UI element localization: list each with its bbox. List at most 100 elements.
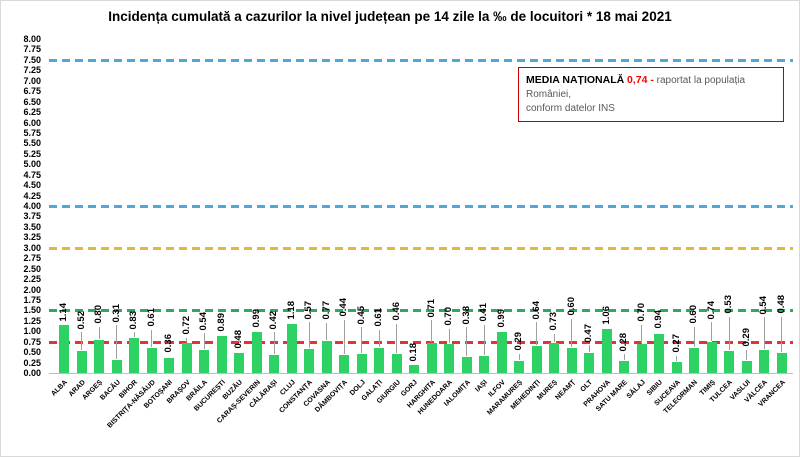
y-tick-label: 1.75 (23, 294, 41, 305)
y-tick-label: 5.50 (23, 138, 41, 149)
leader-line (781, 316, 783, 352)
leader-line (588, 345, 590, 353)
bar-value-label: 0.29 (740, 328, 752, 347)
y-tick-label: 7.00 (23, 75, 41, 86)
leader-line (396, 323, 398, 353)
y-tick-label: 2.75 (23, 253, 41, 264)
bar (164, 357, 175, 373)
bar (356, 354, 367, 373)
leader-line (378, 329, 380, 347)
leader-line (571, 318, 573, 347)
leader-line (361, 327, 363, 354)
bar-value-label: 0.70 (443, 307, 455, 326)
bar-value-label: 0.89 (215, 313, 227, 332)
bar-value-label: 0.83 (128, 310, 140, 330)
bar-value-label: 0.80 (93, 305, 105, 324)
y-tick-label: 0.75 (23, 336, 41, 347)
bar (59, 325, 69, 373)
leader-line (186, 337, 188, 342)
bar-value-label: 0.60 (688, 305, 700, 324)
y-tick-label: 2.50 (23, 263, 41, 274)
bar (426, 343, 437, 373)
bar (391, 353, 402, 373)
bar-value-label: 0.94 (653, 310, 665, 329)
legend-value: 0,74 - (626, 74, 654, 86)
y-tick-label: 5.00 (23, 159, 41, 170)
y-tick-label: 4.00 (23, 201, 41, 211)
y-tick-label: 7.75 (23, 44, 41, 55)
leader-line (676, 355, 678, 361)
bar-value-label: 0.41 (478, 303, 490, 322)
bar-value-label: 0.36 (163, 334, 175, 353)
bar (444, 343, 455, 373)
leader-line (448, 328, 450, 343)
bar (76, 351, 87, 373)
bar (496, 331, 507, 373)
bar-value-label: 0.28 (618, 332, 630, 352)
bar (286, 323, 297, 373)
bar-value-label: 0.64 (530, 300, 542, 320)
bar-value-label: 0.61 (373, 308, 385, 327)
leader-line (326, 322, 328, 340)
bar-value-label: 0.42 (268, 310, 280, 330)
bar (689, 347, 700, 373)
bar-value-label: 0.27 (670, 334, 682, 353)
leader-line (343, 319, 345, 354)
x-axis-line (49, 373, 793, 374)
y-tick-label: 4.75 (23, 169, 41, 180)
chart-title: Incidența cumulată a cazurilor la nivel … (108, 9, 672, 24)
bar (549, 342, 560, 373)
bar (601, 328, 612, 373)
bar-value-label: 0.77 (320, 301, 332, 320)
bar-value-label: 1.18 (285, 301, 297, 320)
bar (216, 335, 227, 373)
y-tick-label: 4.50 (23, 180, 41, 191)
leader-line (536, 322, 538, 346)
bar (94, 339, 105, 373)
y-tick-label: 0.50 (23, 347, 41, 358)
leader-line (746, 349, 748, 360)
leader-line (623, 354, 625, 361)
y-tick-label: 6.50 (23, 96, 41, 107)
leader-line (116, 325, 118, 360)
bar-value-label: 0.18 (408, 343, 420, 362)
bar (531, 346, 542, 373)
reference-line-threshold-3-00 (49, 246, 793, 250)
y-tick-label: 1.50 (23, 305, 41, 316)
y-tick-label: 0.00 (23, 368, 41, 378)
reference-line-media-nationala (49, 341, 793, 345)
leader-line (728, 316, 730, 350)
bar (671, 361, 682, 373)
bar-value-label: 0.47 (583, 323, 595, 343)
bar-value-label: 0.48 (233, 330, 245, 349)
legend-label: MEDIA NAȚIONALĂ (526, 74, 625, 86)
bar (654, 333, 665, 373)
bar-value-label: 0.38 (460, 305, 472, 325)
bar (269, 355, 280, 373)
leader-line (483, 324, 485, 355)
bar-value-label: 0.72 (180, 316, 192, 335)
leader-line (518, 353, 520, 360)
bar-value-label: 0.48 (775, 295, 787, 314)
bar (409, 365, 420, 373)
bar (706, 342, 717, 373)
leader-line (553, 333, 555, 342)
national-average-legend: MEDIA NAȚIONALĂ 0,74 - raportat la popul… (518, 67, 784, 122)
y-tick-label: 1.25 (23, 315, 41, 326)
bar (619, 361, 630, 373)
leader-line (431, 320, 433, 343)
bar-value-label: 0.45 (355, 305, 367, 325)
bar-value-label: 0.46 (390, 302, 402, 321)
bar-value-label: 0.99 (250, 309, 262, 328)
y-tick-label: 7.50 (23, 54, 41, 65)
bar (724, 350, 735, 373)
leader-line (308, 322, 310, 349)
bar-value-label: 0.44 (338, 298, 350, 317)
y-tick-label: 3.75 (23, 211, 41, 222)
leader-line (763, 317, 765, 350)
bar (461, 357, 472, 373)
bar (514, 360, 525, 373)
y-tick-label: 3.50 (23, 221, 41, 232)
bar-value-label: 0.61 (145, 308, 157, 327)
bar (759, 350, 770, 373)
